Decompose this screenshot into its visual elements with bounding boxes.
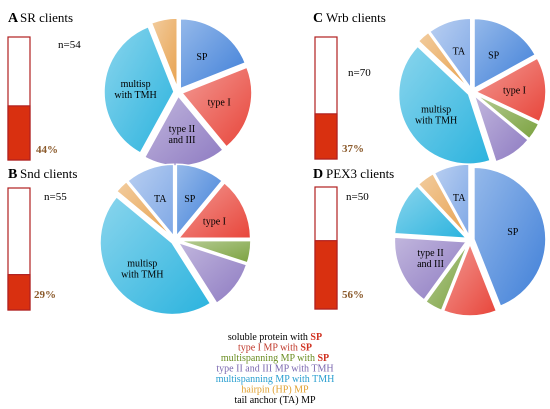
panel-letter-c: C bbox=[313, 11, 323, 26]
pie-slice-hairpin bbox=[417, 31, 470, 90]
bar-label-b: 29% bbox=[34, 289, 56, 301]
legend-entry: multispanning MP with SP bbox=[221, 353, 329, 364]
pie-slice-type1-sp bbox=[180, 66, 253, 148]
pie-d: SP type II and III TA bbox=[393, 163, 547, 317]
panel-letter-a: A bbox=[8, 11, 19, 26]
panel-a: A SR clients n=54 44% SP type I type II and… bbox=[7, 10, 253, 167]
bar-fill-d bbox=[314, 240, 338, 310]
legend-entry: multispanning MP with TMH bbox=[216, 374, 335, 385]
pie-slice-label: type I bbox=[208, 98, 231, 109]
pie-slice-hairpin bbox=[417, 172, 469, 238]
pie-slice-multispan-tmh bbox=[103, 25, 175, 155]
n-label-a: n=54 bbox=[58, 39, 81, 51]
pie-slice-type1-sp bbox=[474, 57, 547, 123]
pie-slice-label: TA bbox=[453, 193, 466, 204]
pie-slice-type1-sp bbox=[177, 181, 252, 240]
pie-slice-soluble-sp bbox=[179, 17, 247, 90]
pie-slice-soluble-sp bbox=[175, 163, 224, 239]
pie-b: SP type I multisp with TMH TA bbox=[99, 163, 252, 316]
legend-entry: hairpin (HP) MP bbox=[241, 385, 309, 396]
pie-slice-tail-anchor bbox=[428, 17, 472, 91]
pie-slice-label: SP bbox=[196, 52, 208, 63]
legend-entry: soluble protein with SP bbox=[228, 332, 322, 343]
pie-slice-label: TA bbox=[154, 194, 167, 205]
pie-slice-multispan-sp bbox=[178, 239, 252, 264]
pie-slice-soluble-sp bbox=[473, 17, 537, 90]
legend-entry: tail anchor (TA) MP bbox=[234, 395, 316, 406]
panel-title-b: Snd clients bbox=[20, 166, 77, 181]
pie-c: SP type I multisp with TMH TA bbox=[397, 17, 547, 165]
pie-slice-multispan-sp bbox=[424, 243, 469, 312]
panel-c: C Wrb clients n=70 37% SP type I multisp wi… bbox=[313, 10, 547, 165]
pie-slice-multispan-sp bbox=[474, 93, 540, 140]
pie-slice-label: type II and III bbox=[169, 124, 196, 146]
pie-slice-type2-3-tmh bbox=[393, 236, 468, 301]
n-label-b: n=55 bbox=[44, 191, 67, 203]
pie-slice-type2-3-tmh bbox=[472, 93, 530, 163]
pie-slice-label: SP bbox=[507, 227, 519, 238]
pie-slice-label: multisp with TMH bbox=[121, 258, 163, 280]
pie-slice-hairpin bbox=[150, 17, 178, 89]
pie-slice-label: multisp with TMH bbox=[415, 104, 457, 126]
n-label-c: n=70 bbox=[348, 67, 371, 79]
pie-slice-label: TA bbox=[453, 47, 466, 58]
pie-slice-label: SP bbox=[184, 194, 196, 205]
pie-slice-multispan-tmh bbox=[99, 195, 212, 316]
legend-entry: type I MP with SP bbox=[238, 343, 312, 354]
pie-slice-tail-anchor bbox=[126, 163, 175, 239]
bar-fill-a bbox=[7, 105, 31, 161]
panel-b: B Snd clients n=55 29% SP type I multisp wi… bbox=[7, 163, 252, 316]
panel-letter-b: B bbox=[8, 167, 17, 182]
pie-slice-label: SP bbox=[488, 50, 500, 61]
pie-slice-label: type I bbox=[203, 216, 226, 227]
panel-letter-d: D bbox=[313, 167, 323, 182]
pie-slice-multispan-tmh bbox=[393, 184, 469, 240]
legend-entry: type II and III MP with TMH bbox=[216, 364, 333, 375]
bar-fill-c bbox=[314, 113, 338, 160]
bar-fill-b bbox=[7, 274, 31, 311]
bar-label-d: 56% bbox=[342, 289, 364, 301]
bar-label-a: 44% bbox=[36, 144, 58, 156]
pie-slice-label: type I bbox=[503, 86, 526, 97]
pie-slice-tail-anchor bbox=[433, 163, 470, 237]
panel-title-a: SR clients bbox=[20, 10, 73, 25]
panel-d: D PEX3 clients n=50 56% SP type II and III… bbox=[313, 163, 547, 317]
pie-slice-label: multisp with TMH bbox=[114, 79, 156, 101]
panel-title-c: Wrb clients bbox=[326, 10, 386, 25]
panel-title-d: PEX3 clients bbox=[326, 166, 394, 181]
n-label-d: n=50 bbox=[346, 191, 369, 203]
pie-slice-hairpin bbox=[115, 180, 173, 238]
pie-slice-soluble-sp bbox=[473, 166, 547, 308]
bar-label-c: 37% bbox=[342, 143, 364, 155]
pie-a: SP type I type II and III multisp with TMH bbox=[103, 17, 253, 167]
pie-slice-type2-3-tmh bbox=[176, 241, 248, 305]
pie-slice-label: type II and III bbox=[417, 248, 444, 270]
pie-slice-type1-sp bbox=[442, 241, 498, 317]
